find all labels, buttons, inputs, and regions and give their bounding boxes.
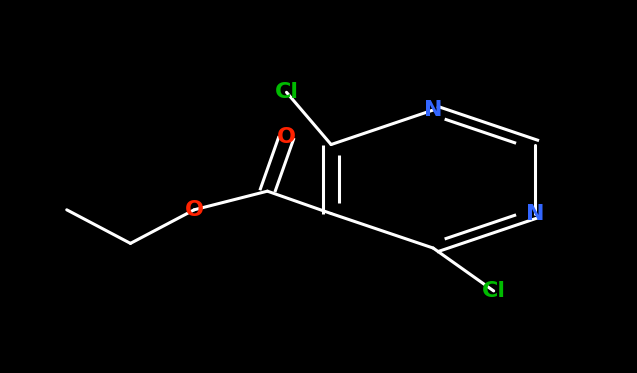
Text: N: N (526, 204, 545, 223)
Text: N: N (424, 100, 443, 120)
Text: Cl: Cl (482, 281, 506, 301)
Text: Cl: Cl (275, 82, 299, 102)
Text: O: O (185, 200, 204, 220)
Text: O: O (277, 127, 296, 147)
